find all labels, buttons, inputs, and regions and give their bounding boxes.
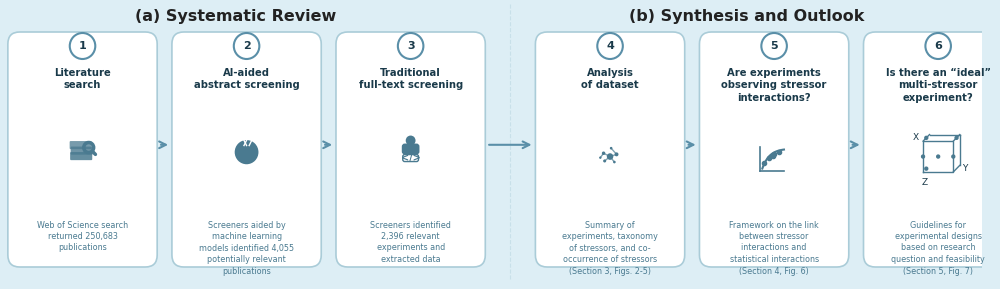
Text: question and feasibility: question and feasibility: [891, 255, 985, 264]
Text: (Section 4, Fig. 6): (Section 4, Fig. 6): [739, 266, 809, 275]
Text: 3: 3: [407, 41, 414, 51]
Text: (Section 3, Figs. 2-5): (Section 3, Figs. 2-5): [569, 266, 651, 275]
Text: Literature
search: Literature search: [54, 68, 111, 90]
FancyBboxPatch shape: [71, 147, 93, 155]
Text: occurrence of stressors: occurrence of stressors: [563, 255, 657, 264]
Text: publications: publications: [58, 244, 107, 253]
Text: experimental designs: experimental designs: [895, 232, 982, 241]
FancyBboxPatch shape: [699, 32, 849, 267]
Text: Y: Y: [962, 164, 967, 173]
Text: Is there an “ideal”
multi-stressor
experiment?: Is there an “ideal” multi-stressor exper…: [886, 68, 991, 103]
Text: machine learning: machine learning: [212, 232, 282, 241]
Text: experiments and: experiments and: [377, 244, 445, 253]
Text: Summary of: Summary of: [585, 221, 635, 229]
Text: AI-aided
abstract screening: AI-aided abstract screening: [194, 68, 299, 90]
Text: interactions and: interactions and: [741, 244, 807, 253]
Text: X: X: [913, 133, 919, 142]
Text: returned 250,683: returned 250,683: [48, 232, 117, 241]
Text: returned 250,683: returned 250,683: [48, 232, 117, 241]
Circle shape: [761, 33, 787, 59]
Circle shape: [597, 33, 623, 59]
FancyBboxPatch shape: [70, 141, 92, 149]
Text: </>: </>: [401, 153, 421, 163]
FancyBboxPatch shape: [172, 32, 321, 267]
FancyBboxPatch shape: [70, 152, 92, 160]
Circle shape: [398, 33, 423, 59]
Text: Screeners identified: Screeners identified: [370, 221, 451, 229]
Bar: [244, 152, 249, 161]
Circle shape: [925, 33, 951, 59]
Text: (b) Synthesis and Outlook: (b) Synthesis and Outlook: [629, 9, 864, 24]
Text: statistical interactions: statistical interactions: [730, 255, 819, 264]
Circle shape: [954, 136, 959, 140]
Text: (Section 5, Fig. 7): (Section 5, Fig. 7): [903, 266, 973, 275]
Circle shape: [70, 33, 95, 59]
Text: Screeners aided by: Screeners aided by: [208, 221, 285, 229]
Circle shape: [951, 154, 955, 159]
Text: models identified 4,055: models identified 4,055: [199, 244, 294, 253]
FancyBboxPatch shape: [403, 155, 418, 162]
Text: Z: Z: [922, 178, 928, 187]
Text: experiments, taxonomy: experiments, taxonomy: [562, 232, 658, 241]
FancyBboxPatch shape: [402, 144, 419, 155]
Circle shape: [610, 147, 612, 149]
Circle shape: [921, 154, 925, 159]
Text: (a) Systematic Review: (a) Systematic Review: [135, 9, 336, 24]
Text: potentially relevant: potentially relevant: [207, 255, 286, 264]
Circle shape: [234, 33, 259, 59]
Circle shape: [599, 156, 602, 159]
Text: between stressor: between stressor: [739, 232, 809, 241]
Text: models identified 4,055: models identified 4,055: [199, 244, 294, 253]
Text: Are experiments
observing stressor
interactions?: Are experiments observing stressor inter…: [721, 68, 827, 103]
Text: based on research: based on research: [901, 244, 975, 253]
Text: 2,396 relevant: 2,396 relevant: [381, 232, 440, 241]
Circle shape: [235, 140, 258, 164]
Circle shape: [406, 136, 416, 146]
Circle shape: [924, 166, 928, 171]
Circle shape: [602, 151, 605, 155]
FancyBboxPatch shape: [864, 32, 1000, 267]
FancyBboxPatch shape: [336, 32, 485, 267]
Text: publications: publications: [222, 266, 271, 275]
Circle shape: [607, 153, 613, 160]
Text: Framework on the link: Framework on the link: [729, 221, 819, 229]
Text: Analysis
of dataset: Analysis of dataset: [581, 68, 639, 90]
Text: of stressors, and co-: of stressors, and co-: [569, 244, 651, 253]
Circle shape: [615, 152, 618, 156]
Circle shape: [603, 160, 606, 162]
Text: 2,396 relevant: 2,396 relevant: [381, 232, 440, 241]
FancyBboxPatch shape: [535, 32, 685, 267]
Text: 1: 1: [79, 41, 86, 51]
Text: 6: 6: [934, 41, 942, 51]
Circle shape: [613, 161, 616, 163]
Text: Guidelines for: Guidelines for: [910, 221, 966, 229]
FancyBboxPatch shape: [8, 32, 157, 267]
Text: 4: 4: [606, 41, 614, 51]
Text: Web of Science search: Web of Science search: [37, 221, 128, 229]
Circle shape: [936, 154, 940, 159]
Text: extracted data: extracted data: [381, 255, 440, 264]
Circle shape: [924, 136, 928, 140]
Text: Traditional
full-text screening: Traditional full-text screening: [359, 68, 463, 90]
Text: 2: 2: [243, 41, 250, 51]
Text: 5: 5: [770, 41, 778, 51]
